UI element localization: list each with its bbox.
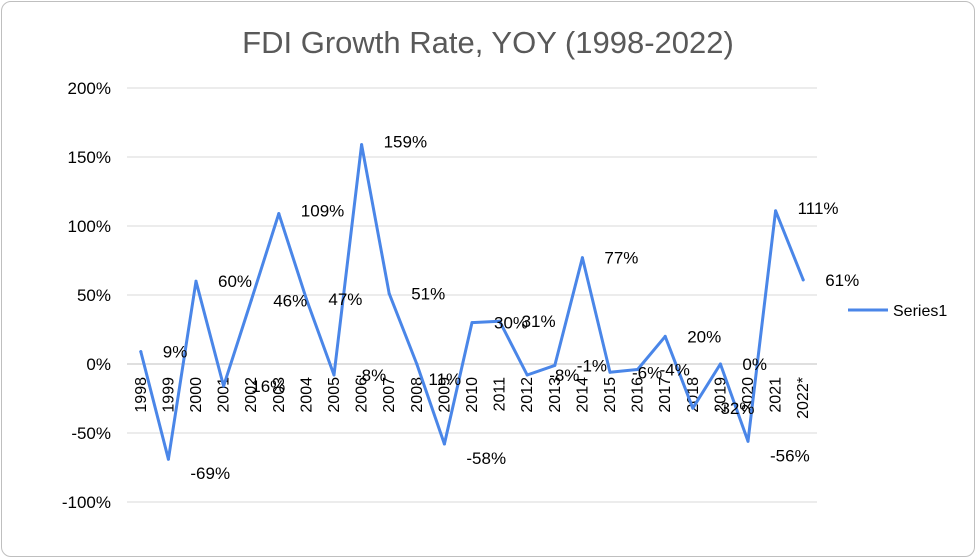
data-label: -6% xyxy=(632,363,662,382)
y-tick-label: -100% xyxy=(62,493,111,512)
x-tick-label: 2011 xyxy=(492,377,509,412)
x-tick-label: 2015 xyxy=(602,377,619,413)
x-tick-label: 2007 xyxy=(381,377,398,413)
x-tick-label: 2014 xyxy=(574,377,591,413)
data-label: 77% xyxy=(604,249,638,268)
data-point xyxy=(360,143,364,147)
x-tick-label: 2022* xyxy=(795,377,812,419)
x-tick-label: 2017 xyxy=(657,377,674,413)
data-label: 159% xyxy=(384,133,427,152)
x-tick-label: 2009 xyxy=(436,377,453,413)
data-label: 30% xyxy=(494,314,528,333)
y-tick-label: 0% xyxy=(86,355,111,374)
x-tick-label: 2000 xyxy=(188,377,205,413)
data-point xyxy=(277,212,281,216)
x-tick-label: 2016 xyxy=(630,377,647,413)
data-label: -32% xyxy=(715,399,755,418)
gridlines xyxy=(127,87,817,503)
x-tick-label: 2010 xyxy=(464,377,481,413)
y-tick-label: 200% xyxy=(68,79,111,98)
x-tick-label: 1999 xyxy=(160,377,177,413)
data-point xyxy=(580,256,584,260)
data-point xyxy=(525,373,529,377)
data-label: -8% xyxy=(549,366,579,385)
x-tick-label: 1998 xyxy=(133,377,150,413)
data-label: 51% xyxy=(411,285,445,304)
data-label: 11% xyxy=(428,370,461,389)
data-point xyxy=(415,362,419,366)
data-point xyxy=(663,334,667,338)
data-point xyxy=(718,362,722,366)
data-label: 9% xyxy=(163,343,188,362)
y-tick-label: 150% xyxy=(68,148,111,167)
data-label: -8% xyxy=(356,366,386,385)
legend: Series1 xyxy=(848,303,947,320)
data-label: -69% xyxy=(190,464,230,483)
data-labels: 9% -69% 60% -16% 46% 109% 47% -8% 159% 51% -58% 30%… xyxy=(163,133,859,484)
data-point xyxy=(691,406,695,410)
data-label: 60% xyxy=(218,272,252,291)
data-label: 109% xyxy=(301,202,344,221)
y-tick-label: 50% xyxy=(77,286,111,305)
data-point xyxy=(801,278,805,282)
data-point xyxy=(139,350,143,354)
data-label: -16% xyxy=(246,377,286,396)
data-point xyxy=(194,279,198,283)
data-label: 47% xyxy=(328,290,362,309)
x-tick-label: 2003 xyxy=(271,377,288,413)
data-label: -58% xyxy=(466,449,506,468)
x-tick-label: 2002 xyxy=(243,377,260,413)
x-tick-label: 2004 xyxy=(298,377,315,413)
x-tick-label: 2021 xyxy=(768,377,785,413)
data-point xyxy=(222,384,226,388)
y-axis: 200% 150% 100% 50% 0% -50% -100% xyxy=(62,79,111,512)
data-point xyxy=(304,297,308,301)
x-tick-label: 2005 xyxy=(326,377,343,413)
data-point xyxy=(498,319,502,323)
x-tick-label: 2001 xyxy=(216,377,233,413)
y-tick-label: -50% xyxy=(71,424,111,443)
x-tick-label: 2006 xyxy=(354,377,371,413)
data-point xyxy=(608,370,612,374)
data-label: -4% xyxy=(660,361,690,380)
data-point xyxy=(442,442,446,446)
y-tick-label: 100% xyxy=(68,217,111,236)
data-point xyxy=(332,373,336,377)
data-label: 31% xyxy=(522,312,556,331)
data-point xyxy=(636,368,640,372)
data-label: 61% xyxy=(825,271,859,290)
data-point xyxy=(470,321,474,325)
x-tick-label: 2019 xyxy=(712,377,729,413)
legend-label: Series1 xyxy=(893,303,947,320)
data-label: 20% xyxy=(687,327,721,346)
data-label: 0% xyxy=(742,355,767,374)
data-point xyxy=(249,299,253,303)
data-label: 46% xyxy=(273,292,307,311)
data-point xyxy=(774,209,778,213)
data-point xyxy=(553,363,557,367)
x-tick-label: 2013 xyxy=(547,377,564,413)
chart-title: FDI Growth Rate, YOY (1998-2022) xyxy=(242,25,734,60)
data-point xyxy=(746,439,750,443)
series-group xyxy=(139,143,805,461)
data-point xyxy=(387,292,391,296)
data-label: -56% xyxy=(770,446,810,465)
data-label: -1% xyxy=(577,356,607,375)
data-label: 111% xyxy=(798,199,839,218)
x-tick-label: 2008 xyxy=(409,377,426,413)
x-tick-label: 2018 xyxy=(685,377,702,413)
x-tick-label: 2012 xyxy=(519,377,536,413)
data-point xyxy=(166,457,170,461)
